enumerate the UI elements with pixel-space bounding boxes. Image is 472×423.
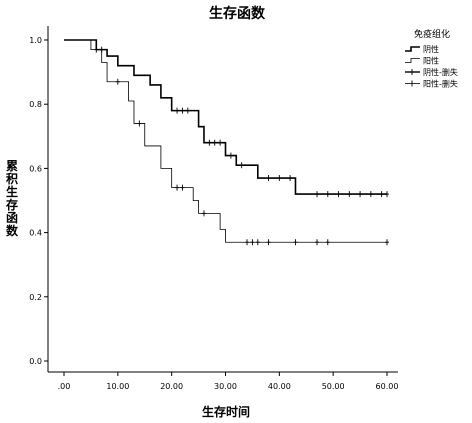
censor-mark bbox=[175, 107, 180, 114]
y-tick-label: 0.8 bbox=[29, 100, 42, 109]
legend-swatch bbox=[405, 58, 420, 63]
censor-mark bbox=[185, 107, 190, 114]
censor-mark bbox=[228, 152, 233, 159]
tick-marks: 0.0 0.2 0.4 0.6 0.8 1.0 .00 10.00 20.00 30.00 40.0… bbox=[29, 36, 398, 391]
censor-mark bbox=[218, 139, 223, 146]
censor-mark bbox=[266, 175, 271, 182]
censor-mark bbox=[175, 184, 180, 191]
y-tick-label: 0.2 bbox=[29, 293, 42, 302]
censor-mark bbox=[212, 139, 217, 146]
x-tick-label: 10.00 bbox=[106, 382, 129, 391]
legend-label: 阴性-删失 bbox=[423, 67, 458, 77]
legend-item: 阴性-删失 bbox=[405, 67, 458, 77]
censor-mark bbox=[325, 191, 330, 198]
censor-mark bbox=[347, 191, 352, 198]
y-axis-label-text: 累积生存函数 bbox=[5, 159, 19, 238]
censor-mark bbox=[99, 46, 104, 53]
x-tick-label: 50.00 bbox=[322, 382, 345, 391]
censor-mark bbox=[245, 239, 250, 246]
censor-mark bbox=[293, 239, 298, 246]
censor-mark bbox=[336, 191, 341, 198]
censor-mark bbox=[266, 239, 271, 246]
x-tick-label: 60.00 bbox=[376, 382, 399, 391]
censor-mark bbox=[358, 191, 363, 198]
censor-mark bbox=[207, 139, 212, 146]
x-tick-label: 40.00 bbox=[268, 382, 291, 391]
censor-mark bbox=[277, 175, 282, 182]
series-line-2 bbox=[64, 39, 387, 243]
y-axis-label: 累积生存函数 bbox=[5, 159, 19, 238]
x-tick-label: 20.00 bbox=[160, 382, 183, 391]
censor-mark bbox=[115, 78, 120, 85]
censor-mark bbox=[250, 239, 255, 246]
censor-mark bbox=[255, 239, 260, 246]
censor-mark bbox=[180, 184, 185, 191]
censor-mark bbox=[379, 191, 384, 198]
censor-layer bbox=[94, 46, 389, 246]
x-tick-label: .00 bbox=[58, 382, 71, 391]
censor-mark bbox=[385, 191, 389, 198]
censor-mark bbox=[94, 46, 99, 53]
legend-label: 阳性 bbox=[423, 56, 439, 66]
censor-mark bbox=[325, 239, 330, 246]
y-tick-label: 1.0 bbox=[29, 36, 42, 45]
y-tick-label: 0.4 bbox=[29, 229, 42, 238]
censor-mark bbox=[288, 175, 293, 182]
legend-item: 阳性-删失 bbox=[405, 79, 458, 89]
y-tick-label: 0.0 bbox=[29, 357, 42, 366]
x-tick-label: 30.00 bbox=[214, 382, 237, 391]
censor-mark bbox=[385, 239, 389, 246]
censor-mark bbox=[239, 162, 244, 169]
legend-item: 阳性 bbox=[405, 56, 439, 66]
censor-mark bbox=[137, 120, 142, 127]
censor-mark bbox=[315, 239, 320, 246]
censor-mark bbox=[315, 191, 320, 198]
censor-mark bbox=[201, 210, 206, 217]
legend-item: 阴性 bbox=[405, 44, 439, 54]
censor-mark bbox=[180, 107, 185, 114]
x-axis-label: 生存时间 bbox=[202, 404, 250, 419]
legend-label: 阳性-删失 bbox=[423, 79, 458, 89]
censor-mark bbox=[368, 191, 373, 198]
legend-label: 阴性 bbox=[423, 44, 439, 54]
series-layer bbox=[64, 39, 387, 243]
series-line-1 bbox=[64, 39, 387, 195]
legend-swatch bbox=[405, 46, 420, 52]
legend-title: 免疫组化 bbox=[414, 28, 450, 40]
y-tick-label: 0.6 bbox=[29, 164, 42, 173]
chart-title: 生存函数 bbox=[209, 5, 266, 22]
axes bbox=[47, 26, 398, 373]
